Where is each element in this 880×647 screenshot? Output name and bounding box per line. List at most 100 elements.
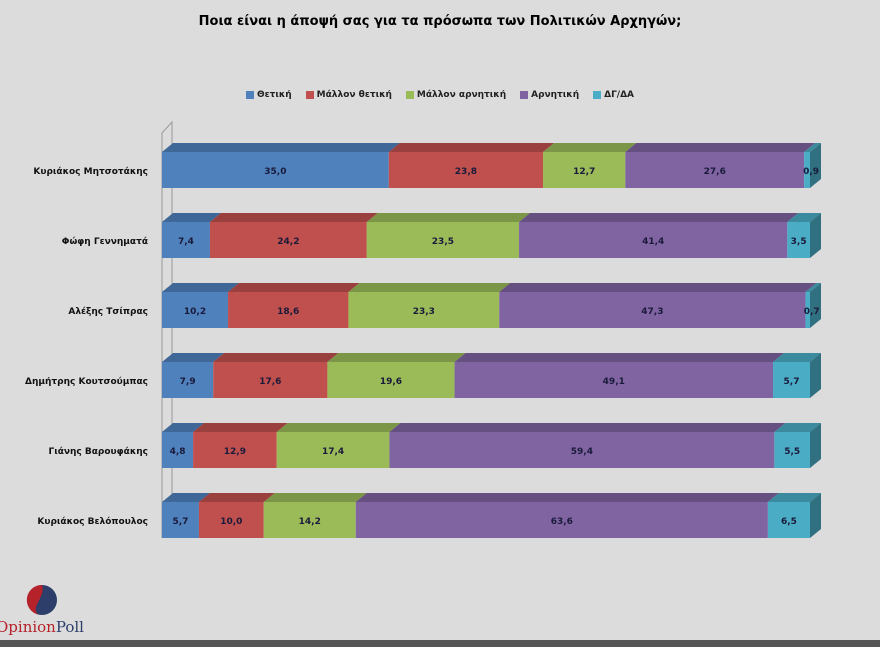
bar-segment [366, 222, 520, 258]
bar-segment-top [389, 423, 786, 432]
bar-segment [213, 362, 328, 398]
data-label: 47,3 [641, 307, 663, 317]
bar-segment-top [228, 283, 360, 292]
category-label: Κυριάκος Μητσοτάκης [33, 167, 148, 177]
logo-text: OpinionPoll [0, 618, 84, 636]
bar-segment-top [805, 283, 821, 292]
bar-segment-top [162, 213, 221, 222]
data-label: 4,8 [170, 447, 186, 457]
category-label: Αλέξης Τσίπρας [68, 306, 148, 317]
data-label: 7,4 [178, 237, 194, 247]
bar-segment-top [454, 353, 785, 362]
data-label: 23,8 [455, 167, 477, 177]
legend-swatch [405, 91, 414, 99]
bar-segment [355, 502, 768, 538]
bar-segment-top [162, 143, 400, 152]
bar-segment [767, 502, 810, 538]
data-label: 17,6 [259, 377, 281, 387]
data-label: 59,4 [571, 447, 593, 457]
legend: Θετική Μάλλον θετική Μάλλον αρνητική Αρνητι… [0, 90, 880, 100]
bar-segment [389, 432, 775, 468]
data-label: 41,4 [642, 237, 664, 247]
bar-segment-top [162, 353, 225, 362]
bar-segment [519, 222, 788, 258]
bar-segment [787, 222, 810, 258]
bar-segment-top [327, 353, 466, 362]
category-label: Δημήτρης Κουτσούμπας [25, 377, 148, 387]
data-label: 23,3 [413, 307, 435, 317]
category-label: Κυριάκος Βελόπουλος [37, 516, 148, 527]
legend-label: Θετική [256, 90, 292, 100]
bar-segment-top [162, 493, 210, 502]
bar-segment [327, 362, 455, 398]
legend-label: Μάλλον θετική [316, 90, 392, 100]
bar-segment-top [209, 213, 378, 222]
bar-segment-top [804, 143, 821, 152]
bar-segment [162, 292, 229, 328]
bar-segment-top [543, 143, 637, 152]
bar-segment [162, 152, 389, 188]
data-label: 49,1 [603, 377, 625, 387]
bar-segment-top [499, 283, 817, 292]
bar-segment-side [810, 283, 821, 328]
data-label: 3,5 [791, 237, 807, 247]
bar-segment-side [810, 423, 821, 468]
opinionpoll-logo [26, 585, 57, 615]
bar-segment [198, 502, 264, 538]
bar-segment-side [810, 213, 821, 258]
legend-swatch [520, 91, 529, 99]
data-label: 10,0 [220, 517, 242, 527]
data-label: 35,0 [264, 167, 286, 177]
data-label: 10,2 [184, 307, 206, 317]
data-label: 14,2 [299, 517, 321, 527]
legend-swatch [245, 91, 254, 99]
legend-item: ΔΓ/ΔΑ [593, 90, 634, 100]
bar-segment [162, 362, 214, 398]
bar-segment-top [625, 143, 816, 152]
bar-segment [388, 152, 544, 188]
bar-segment-top [193, 423, 288, 432]
data-label: 7,9 [180, 377, 196, 387]
bar-segment-top [388, 143, 555, 152]
bar-segment-side [810, 493, 821, 538]
bottom-bar [0, 640, 880, 647]
bar-segment [276, 432, 390, 468]
bar-segment-top [348, 283, 511, 292]
data-label: 12,7 [573, 167, 595, 177]
data-label: 12,9 [224, 447, 246, 457]
legend-item: Μάλλον αρνητική [405, 90, 507, 100]
bar-segment-top [198, 493, 275, 502]
bar-segment-top [366, 213, 531, 222]
category-label: Φώφη Γεννηματά [62, 236, 148, 247]
legend-label: Μάλλον αρνητική [416, 90, 507, 100]
legend-label: ΔΓ/ΔΑ [604, 90, 635, 100]
data-label: 27,6 [704, 167, 726, 177]
bar-segment [773, 362, 810, 398]
bar-segment [774, 432, 810, 468]
data-label: 5,5 [784, 447, 800, 457]
legend-label: Αρνητική [531, 90, 580, 100]
data-label: 23,5 [432, 237, 454, 247]
bar-segment [162, 222, 210, 258]
bar-segment [499, 292, 806, 328]
data-label: 5,7 [172, 517, 188, 527]
category-label: Γιάνης Βαρουφάκης [48, 447, 148, 457]
bar-segment-top [276, 423, 401, 432]
bar-segment [625, 152, 805, 188]
bar-segment [348, 292, 500, 328]
legend-item: Θετική [245, 90, 292, 100]
data-label: 19,6 [380, 377, 402, 387]
bar-segment [162, 432, 194, 468]
data-label: 0,9 [803, 167, 819, 177]
bar-segment-top [787, 213, 821, 222]
bar-segment [263, 502, 356, 538]
data-label: 0,7 [804, 307, 820, 317]
bar-segment [228, 292, 349, 328]
bar-segment [804, 152, 810, 188]
bar-segment [162, 502, 199, 538]
bar-segment-top [773, 353, 821, 362]
bar-segment-top [162, 423, 205, 432]
bar-segment-top [263, 493, 367, 502]
bar-segment-top [767, 493, 821, 502]
